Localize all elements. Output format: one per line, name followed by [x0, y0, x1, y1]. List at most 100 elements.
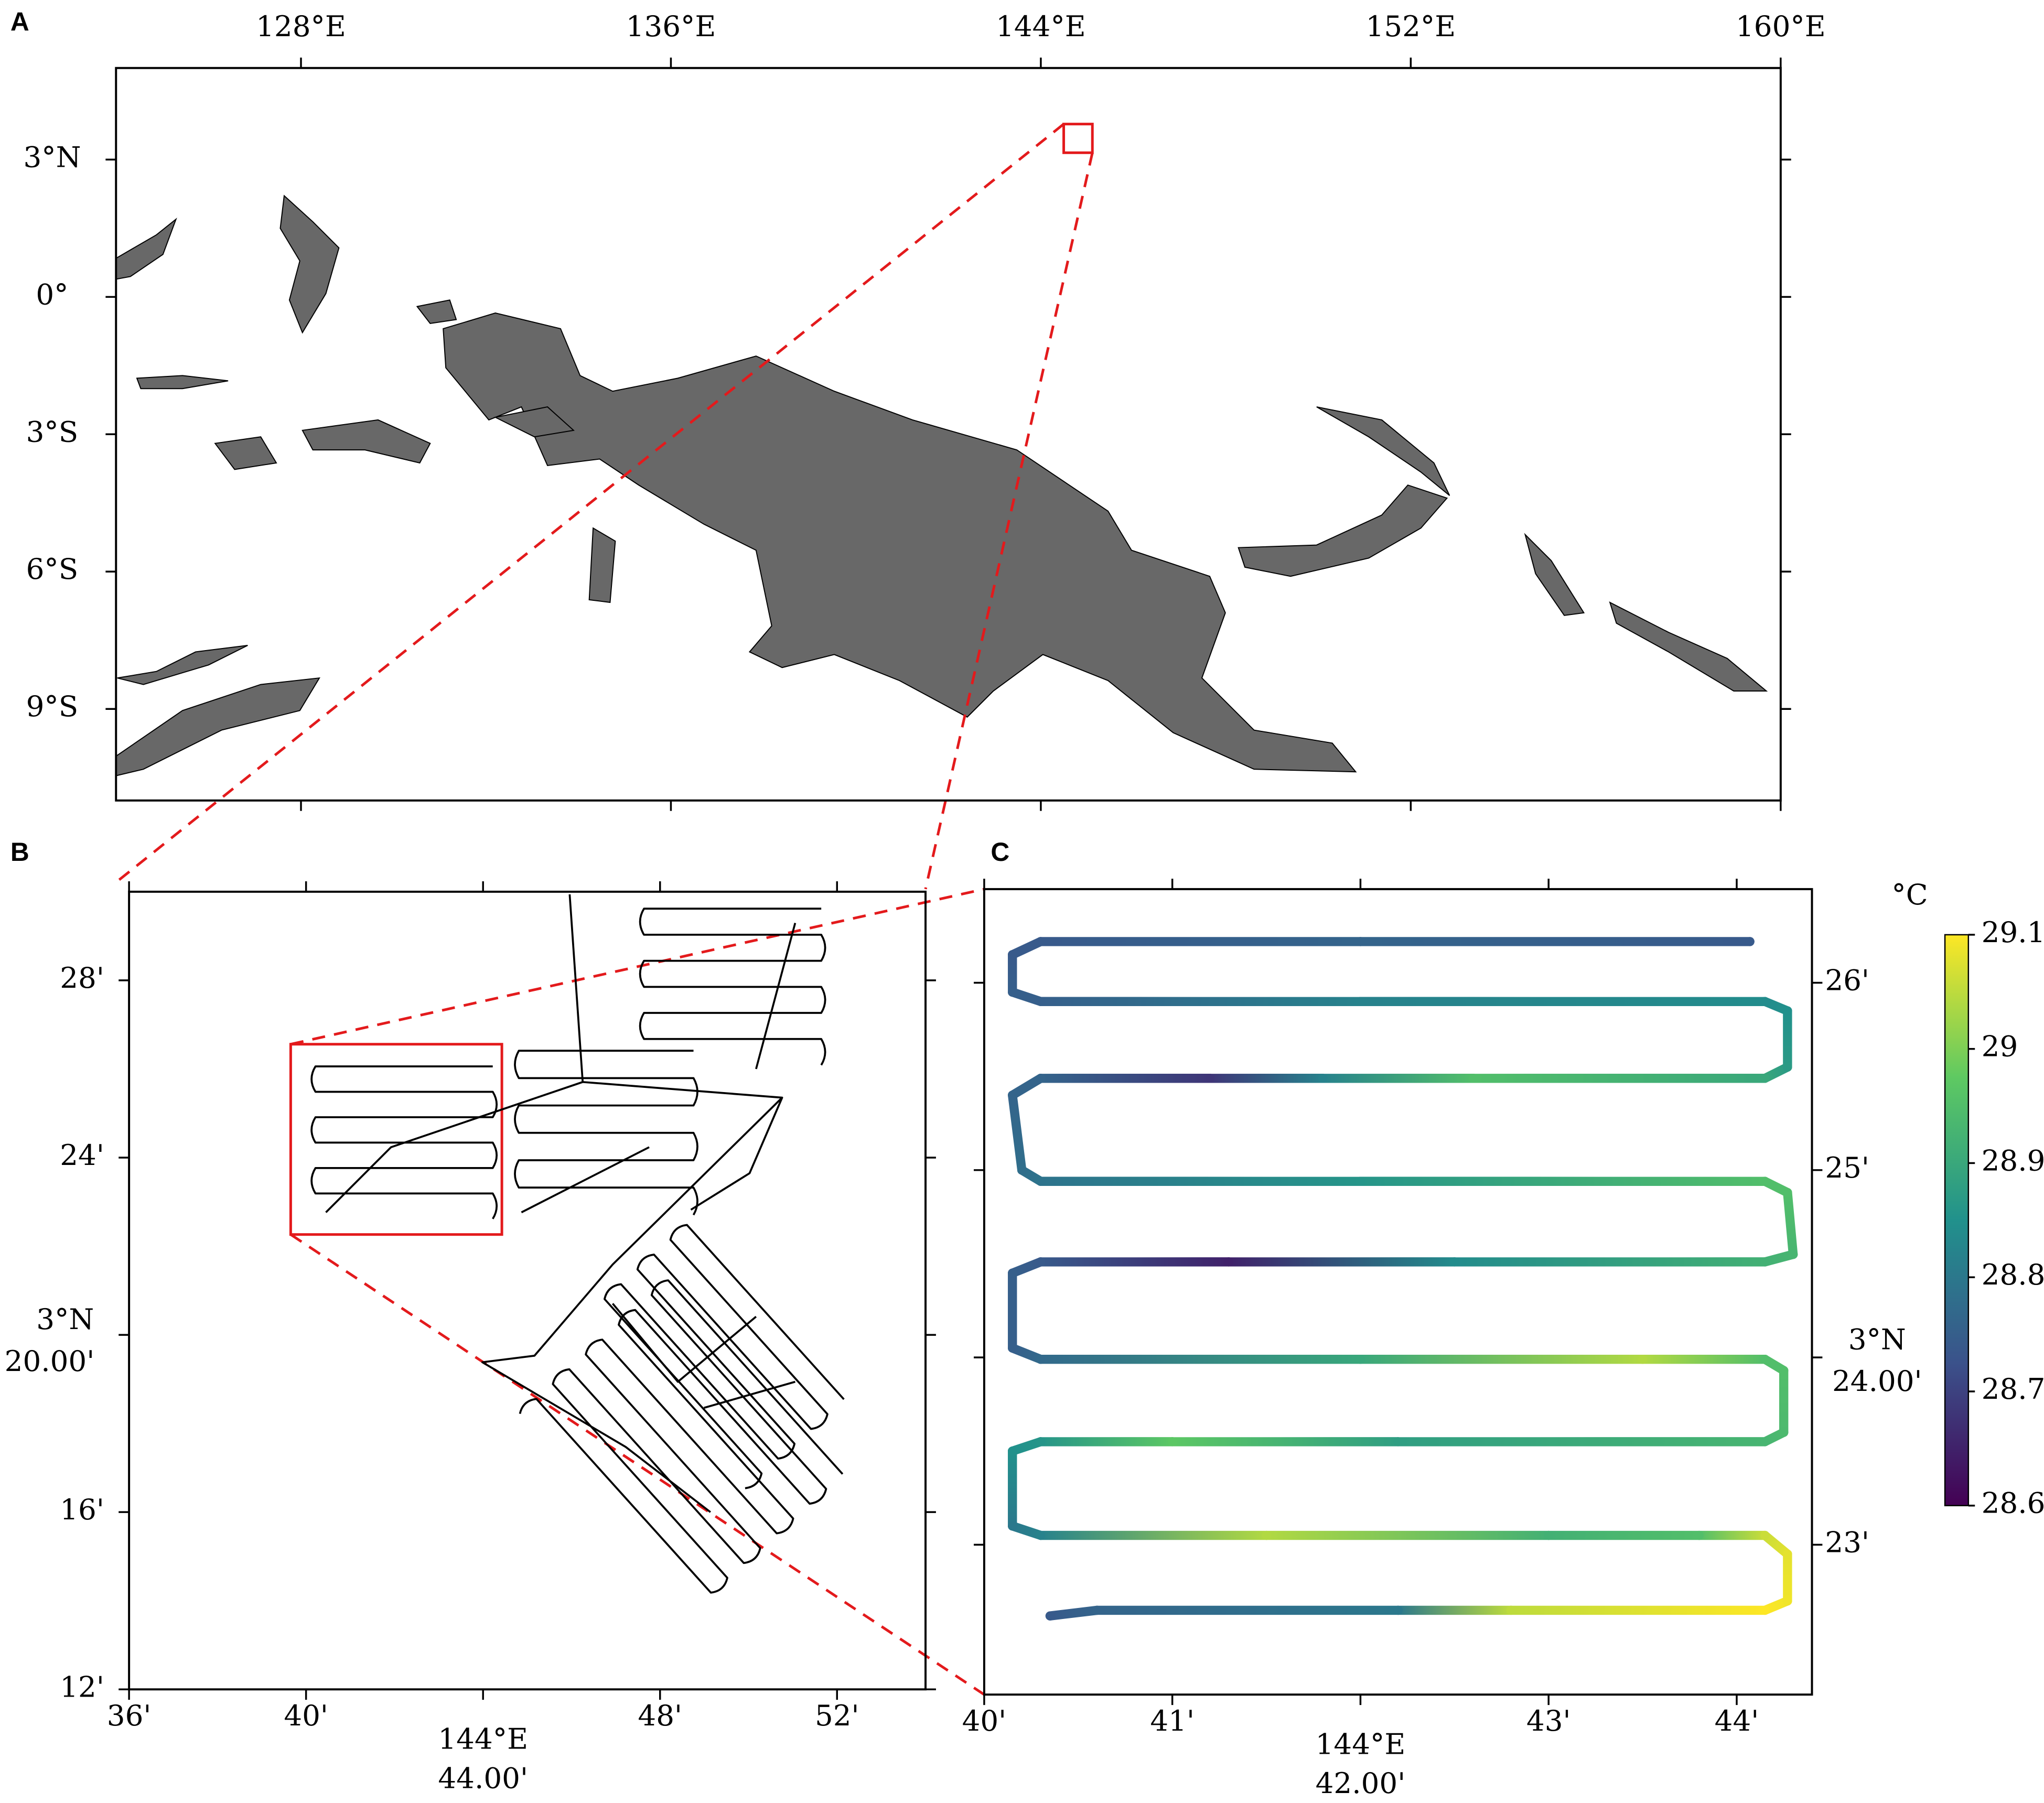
track-point: [1783, 1062, 1792, 1072]
track-point: [1760, 1437, 1770, 1446]
colorbar-tick-label: 29.1: [1982, 915, 2044, 949]
track-point: [1036, 937, 1046, 946]
track-point: [1393, 1605, 1403, 1615]
zoom-guides: [116, 123, 1094, 1696]
track-point: [1506, 1605, 1516, 1615]
track-segment: [1008, 937, 1046, 959]
track-point: [1788, 1249, 1798, 1259]
track-point: [1224, 1257, 1234, 1267]
colorbar-tick-label: 28.8: [1982, 1258, 2044, 1291]
track-point: [1008, 1091, 1017, 1100]
track-point: [1760, 1176, 1770, 1186]
y-tick-label: 9°S: [26, 689, 79, 723]
panel-frame: [128, 890, 927, 1691]
track-point: [1008, 1446, 1017, 1456]
track-point: [1008, 1521, 1017, 1531]
track-point: [1783, 1596, 1792, 1606]
colorbar: [1944, 934, 1970, 1506]
track-point: [1783, 1006, 1792, 1016]
track-point: [1008, 950, 1017, 959]
x-tick-label: 144°E: [996, 9, 1086, 43]
track-point: [1760, 1354, 1770, 1364]
track-segment: [1008, 1257, 1046, 1278]
track-point: [1450, 1257, 1459, 1267]
y-tick-label: 12': [60, 1670, 104, 1703]
track-point: [1262, 1530, 1271, 1540]
x-tick-label: 41': [1150, 1704, 1195, 1737]
track-segment: [1045, 1605, 1102, 1621]
track-point: [1036, 1354, 1046, 1364]
track-point: [1779, 1366, 1789, 1375]
track-segment: [1008, 1074, 1046, 1100]
panel-label: B: [10, 837, 29, 867]
track-point: [1760, 997, 1770, 1006]
x-tick-label: 160°E: [1736, 9, 1826, 43]
y-tick-label: 24.00': [1832, 1364, 1922, 1398]
panel-frame: [983, 888, 1813, 1696]
survey-track: [639, 908, 826, 1066]
x-axis-label: 144°E: [438, 1722, 528, 1756]
track-point: [1745, 937, 1755, 946]
track-point: [1783, 1549, 1792, 1559]
y-axis-label: 3°N: [1848, 1322, 1906, 1356]
track-point: [1092, 1605, 1102, 1615]
x-tick-label: 48': [638, 1699, 682, 1732]
x-tick-label: 40': [962, 1704, 1007, 1737]
track-point: [1760, 1074, 1770, 1083]
x-tick-label: 44': [1715, 1704, 1759, 1737]
track-point: [1356, 937, 1365, 946]
track-point: [1760, 1530, 1770, 1540]
track-point: [1008, 1343, 1017, 1353]
track-point: [1760, 1605, 1770, 1615]
survey-track: [519, 1279, 844, 1594]
track-segment: [1008, 1521, 1046, 1540]
track-point: [1393, 1437, 1403, 1446]
y-tick-label: 0°: [36, 277, 68, 311]
x-tick-label: 136°E: [626, 9, 716, 43]
track-point: [1008, 1268, 1017, 1278]
panel-label: C: [991, 837, 1009, 867]
colorbar-title: °C: [1891, 878, 1928, 911]
track-point: [1318, 1074, 1328, 1083]
colorbar-tick-label: 28.6: [1982, 1486, 2044, 1520]
track-point: [1036, 1437, 1046, 1446]
track-segment: [1783, 1187, 1798, 1259]
track-point: [1036, 1074, 1046, 1083]
track-point: [1036, 997, 1046, 1006]
x-tick-label: 36': [107, 1699, 152, 1732]
x-tick-label: 42.00': [1316, 1766, 1406, 1800]
colorbar-tick-label: 28.9: [1982, 1143, 2044, 1177]
survey-tracks: [310, 894, 845, 1594]
y-tick-label: 24': [60, 1138, 104, 1172]
survey-track: [604, 1224, 845, 1489]
track-point: [1356, 997, 1365, 1006]
track-point: [1205, 1074, 1215, 1083]
panel-label: A: [10, 7, 29, 36]
track-point: [1008, 987, 1017, 997]
x-tick-label: 44.00': [438, 1761, 528, 1795]
y-tick-label: 23': [1825, 1525, 1869, 1559]
track-point: [1779, 1428, 1789, 1437]
y-tick-label: 16': [60, 1493, 104, 1526]
track-point: [1045, 1611, 1055, 1621]
track-point: [1036, 1530, 1046, 1540]
colorbar-tick-label: 29: [1982, 1030, 2018, 1063]
y-tick-label: 3°N: [23, 140, 81, 174]
y-tick-label: 26': [1825, 964, 1869, 997]
x-tick-label: 128°E: [256, 9, 346, 43]
y-tick-label: 28': [60, 961, 104, 995]
track-point: [1017, 1165, 1027, 1175]
y-tick-label: 20.00': [5, 1344, 95, 1378]
track-point: [1638, 1354, 1648, 1364]
y-axis-label: 3°N: [36, 1302, 94, 1336]
x-axis-label: 144°E: [1316, 1728, 1406, 1761]
track-point: [1783, 1187, 1792, 1197]
survey-track: [514, 1050, 698, 1216]
track-point: [1356, 1354, 1365, 1364]
y-tick-label: 6°S: [26, 552, 79, 586]
track-segment: [1760, 1249, 1798, 1267]
track-point: [1694, 1530, 1704, 1540]
colorbar-tick-label: 28.7: [1982, 1372, 2044, 1406]
